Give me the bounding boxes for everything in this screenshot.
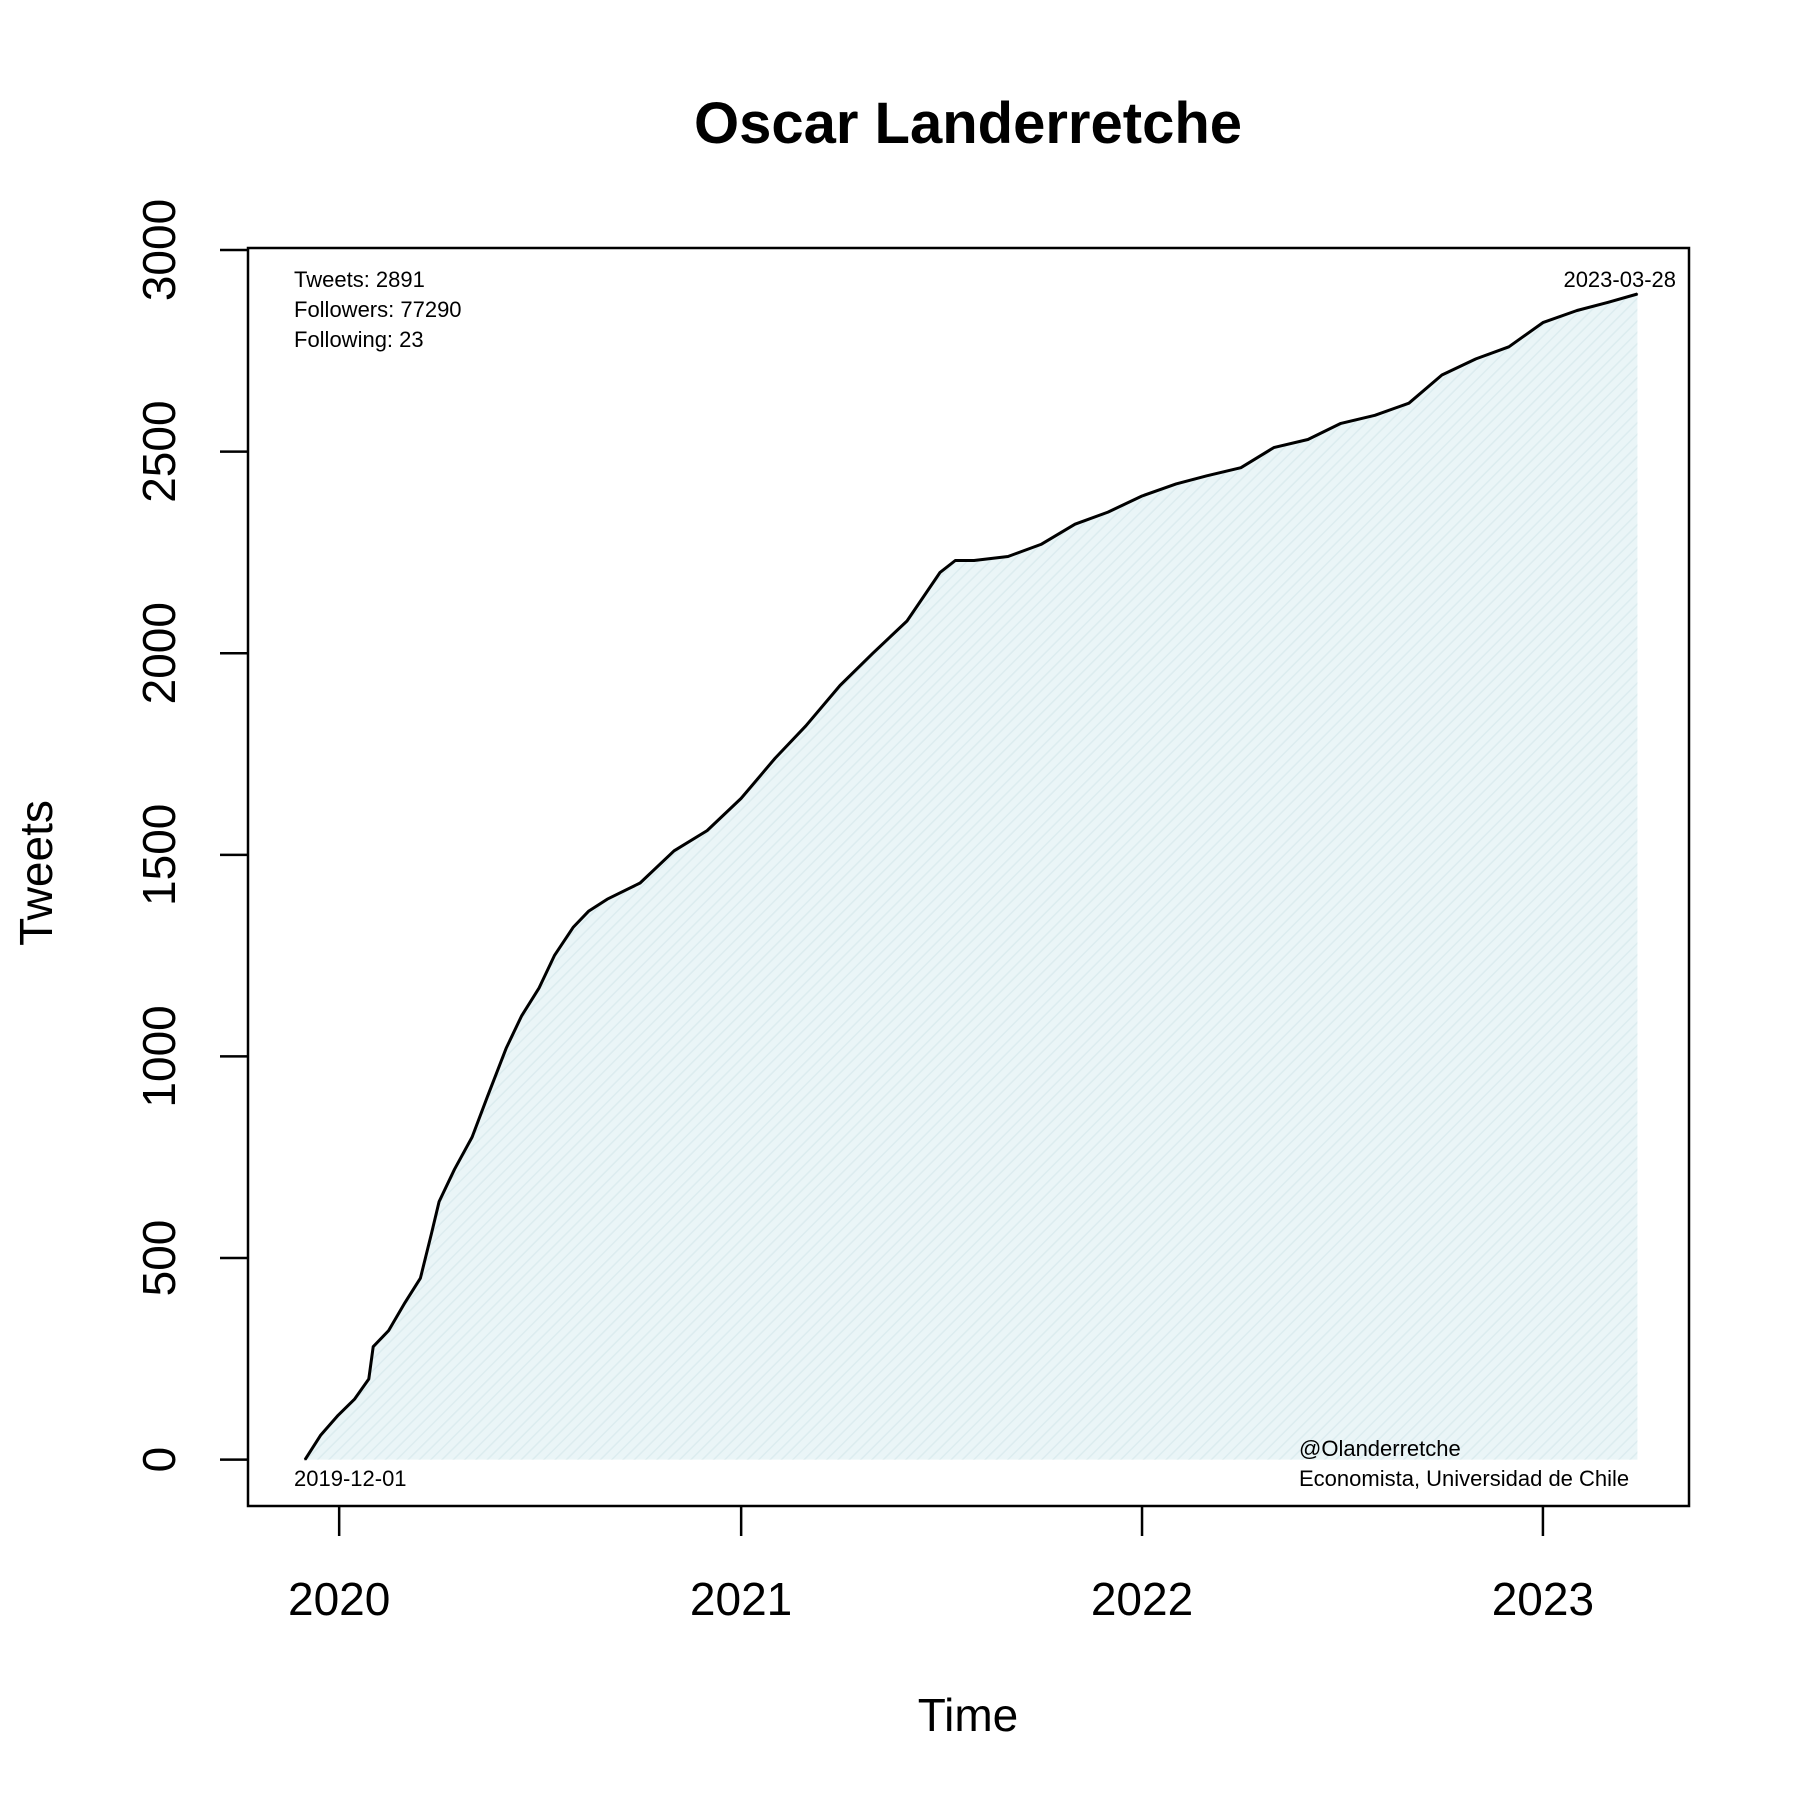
x-tick-label: 2020 <box>288 1573 390 1625</box>
series-point <box>572 926 574 929</box>
series-point <box>353 1398 356 1400</box>
series-point <box>419 1277 422 1279</box>
handle-text: @Olanderretche <box>1299 1436 1461 1461</box>
series-point <box>1007 555 1009 558</box>
y-tick-label: 1000 <box>133 1005 185 1107</box>
series-point <box>486 1095 489 1098</box>
series-point <box>639 882 641 884</box>
series-point <box>404 1301 406 1304</box>
x-tick-label: 2022 <box>1091 1573 1193 1625</box>
series-point <box>438 1200 440 1203</box>
series-point <box>505 1047 507 1050</box>
series-point <box>1107 511 1109 513</box>
series-point <box>1206 475 1208 477</box>
axes: 0 500 1000 1500 2000 2500 3000 2020 2021 2022 2023 <box>133 199 1594 1625</box>
series-point <box>673 850 675 852</box>
series-point <box>1636 293 1639 295</box>
series-point <box>1074 523 1076 525</box>
series-point <box>1040 543 1042 546</box>
series-point <box>1606 301 1609 304</box>
following-count-text: Following: 23 <box>294 327 424 352</box>
series-point <box>430 1233 433 1235</box>
series-point <box>1175 483 1177 485</box>
followers-count-text: Followers: 77290 <box>294 297 462 322</box>
series-point <box>1273 446 1275 449</box>
bio-text: Economista, Universidad de Chile <box>1299 1466 1629 1491</box>
series-point <box>939 571 941 574</box>
x-tick-label: 2023 <box>1492 1573 1594 1625</box>
series-point <box>553 954 556 957</box>
series-point <box>872 652 874 654</box>
plot-frame <box>246 246 1691 1508</box>
series-point <box>1508 346 1510 348</box>
y-tick-label: 2500 <box>133 400 185 502</box>
series-point <box>387 1329 390 1332</box>
x-tick-label: 2021 <box>690 1573 792 1625</box>
series-point <box>368 1378 370 1380</box>
start-date-text: 2019-12-01 <box>294 1466 407 1491</box>
y-tick-label: 2000 <box>133 602 185 704</box>
y-tick-label: 1500 <box>133 804 185 906</box>
series-point <box>954 559 957 562</box>
series-point <box>839 684 841 687</box>
series-point <box>337 1414 339 1417</box>
series-point <box>1340 422 1342 425</box>
series-point <box>1141 495 1143 497</box>
series-point <box>1576 309 1578 312</box>
series-point <box>774 757 776 759</box>
chart-title: Oscar Landerretche <box>694 91 1242 156</box>
series-point <box>453 1168 456 1171</box>
series-point <box>706 829 708 832</box>
series-point <box>805 725 807 727</box>
series-point <box>973 559 975 562</box>
series-point <box>471 1136 473 1138</box>
end-date-text: 2023-03-28 <box>1563 267 1676 292</box>
series-point <box>1307 438 1309 441</box>
series-point <box>740 797 742 800</box>
series-point <box>538 987 540 989</box>
x-axis-label: Time <box>918 1689 1019 1741</box>
series-point <box>1408 402 1410 405</box>
series-point <box>587 910 590 913</box>
y-tick-label: 3000 <box>133 199 185 301</box>
series-point <box>1441 374 1443 376</box>
tweets-count-text: Tweets: 2891 <box>294 267 425 292</box>
y-tick-label: 500 <box>133 1220 185 1297</box>
series-point <box>1475 358 1477 360</box>
y-axis-label: Tweets <box>10 800 62 946</box>
series-area-hatch <box>305 294 1638 1460</box>
series-point <box>606 898 608 900</box>
series-point <box>1240 466 1242 469</box>
series-point <box>1374 414 1376 417</box>
series-point <box>1542 321 1544 324</box>
plot-area <box>303 292 1639 1461</box>
series-point <box>304 1458 306 1461</box>
series-point <box>906 620 908 622</box>
y-tick-label: 0 <box>133 1447 185 1473</box>
series-point <box>319 1434 322 1437</box>
series-point <box>520 1015 523 1017</box>
series-point <box>372 1345 375 1348</box>
